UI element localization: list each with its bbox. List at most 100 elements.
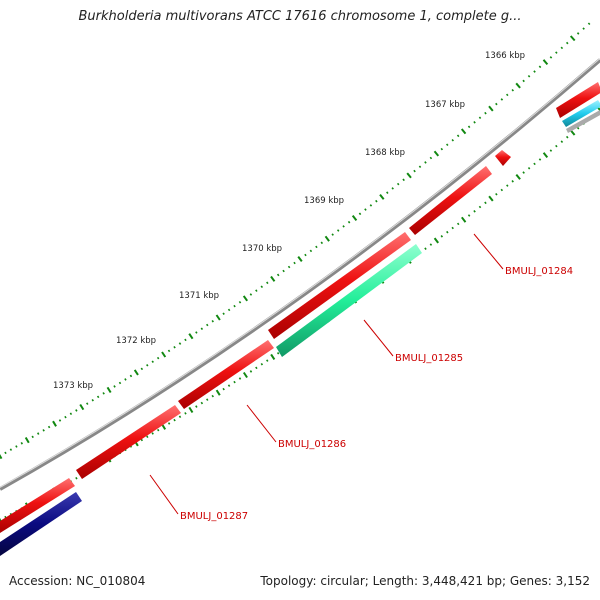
inner-scale-minor-tick (533, 162, 536, 166)
gene-label-bmulj-01284: BMULJ_01284 (505, 266, 573, 277)
outer-scale-major-tick (324, 235, 330, 242)
outer-scale-minor-tick (102, 392, 105, 395)
outer-scale-minor-tick (331, 233, 334, 236)
gene-label-bmulj-01287: BMULJ_01287 (180, 511, 248, 522)
inner-scale-minor-tick (173, 418, 176, 422)
tick-label-1371: 1371 kbp (179, 291, 219, 301)
outer-scale-minor-tick (429, 156, 433, 160)
outer-scale-minor-tick (527, 74, 531, 78)
inner-scale-minor-tick (511, 180, 514, 183)
inner-scale-minor-tick (206, 398, 209, 401)
outer-scale-minor-tick (413, 169, 416, 173)
gene-feature-cyan (562, 100, 600, 133)
outer-scale-minor-tick (484, 111, 487, 115)
outer-scale-minor-tick (4, 451, 7, 455)
scale-ring-outer (0, 22, 591, 460)
outer-scale-major-tick (515, 82, 521, 89)
outer-scale-minor-tick (69, 412, 73, 416)
outer-scale-minor-tick (195, 331, 198, 334)
outer-scale-minor-tick (304, 253, 307, 257)
leader-line-bmulj-01286 (246, 404, 277, 443)
outer-scale-minor-tick (511, 88, 515, 92)
outer-scale-minor-tick (64, 415, 67, 419)
outer-scale-minor-tick (555, 51, 558, 54)
outer-scale-minor-tick (140, 367, 144, 371)
chromosome-backbone-highlight (0, 58, 600, 488)
outer-scale-minor-tick (424, 161, 427, 164)
inner-scale-minor-tick (146, 435, 149, 439)
inner-scale-minor-tick (467, 214, 471, 217)
inner-scale-minor-tick (200, 401, 204, 405)
outer-scale-minor-tick (587, 22, 591, 26)
outer-scale-minor-tick (276, 273, 280, 277)
inner-scale-major-tick (270, 353, 276, 360)
outer-scale-major-tick (161, 351, 167, 358)
inner-scale-minor-tick (538, 158, 542, 161)
inner-scale-minor-tick (178, 415, 182, 419)
outer-scale-minor-tick (156, 356, 160, 360)
inner-scale-major-tick (542, 152, 549, 159)
outer-scale-minor-tick (238, 300, 242, 304)
inner-scale-minor-tick (500, 188, 504, 192)
outer-scale-minor-tick (222, 312, 225, 315)
inner-scale-minor-tick (157, 428, 160, 432)
outer-scale-minor-tick (113, 385, 116, 388)
leader-line-bmulj-01285 (363, 319, 394, 357)
inner-scale-major-tick (515, 173, 521, 180)
inner-scale-major-tick (570, 129, 576, 136)
inner-scale-minor-tick (276, 352, 280, 355)
inner-scale-minor-tick (167, 422, 171, 425)
tick-label-1367: 1367 kbp (425, 100, 465, 110)
outer-scale-minor-tick (386, 191, 389, 194)
outer-scale-major-tick (242, 295, 249, 302)
outer-scale-minor-tick (178, 342, 182, 345)
outer-scale-minor-tick (146, 364, 149, 367)
inner-scale-minor-tick (233, 380, 236, 384)
outer-scale-major-tick (379, 193, 385, 200)
gene-bmulj-01284 (409, 166, 492, 235)
tick-label-1370: 1370 kbp (242, 244, 282, 254)
map-title: Burkholderia multivorans ATCC 17616 chro… (78, 9, 522, 24)
outer-scale-minor-tick (20, 442, 23, 445)
outer-scale-minor-tick (206, 323, 209, 327)
outer-scale-minor-tick (538, 65, 542, 69)
outer-scale-major-tick (569, 35, 576, 42)
outer-scale-minor-tick (37, 432, 40, 435)
inner-scale-minor-tick (456, 222, 460, 226)
gene-bmulj-01285 (276, 244, 422, 357)
tick-label-1373: 1373 kbp (53, 381, 93, 391)
inner-scale-major-tick (188, 406, 194, 414)
inner-scale-minor-tick (565, 135, 569, 139)
outer-scale-major-tick (488, 105, 494, 112)
outer-scale-minor-tick (96, 395, 100, 399)
outer-scale-minor-tick (282, 269, 285, 273)
outer-scale-minor-tick (495, 102, 498, 106)
outer-scale-minor-tick (260, 285, 264, 289)
gene-label-bmulj-01285: BMULJ_01285 (395, 353, 463, 364)
outer-scale-minor-tick (75, 409, 78, 412)
inner-scale-minor-tick (227, 384, 231, 387)
inner-scale-minor-tick (446, 230, 449, 234)
outer-scale-minor-tick (266, 281, 269, 285)
outer-scale-major-tick (460, 128, 467, 135)
outer-scale-minor-tick (396, 182, 400, 186)
inner-scale-minor-tick (238, 377, 242, 380)
inner-scale-major-tick (461, 216, 467, 223)
inner-scale-minor-tick (484, 201, 487, 205)
outer-scale-major-tick (270, 275, 276, 282)
outer-scale-minor-tick (369, 204, 373, 207)
outer-scale-major-tick (133, 369, 139, 376)
inner-scale-minor-tick (151, 432, 154, 435)
accession-text: Accession: NC_010804 (9, 574, 146, 588)
outer-scale-minor-tick (167, 349, 171, 353)
outer-scale-minor-tick (576, 32, 580, 35)
outer-scale-minor-tick (124, 378, 127, 381)
inner-scale-minor-tick (576, 126, 580, 130)
gene-feature-top-right (556, 82, 600, 118)
inner-scale-minor-tick (211, 394, 214, 398)
outer-scale-minor-tick (91, 398, 94, 402)
outer-scale-minor-tick (320, 241, 324, 245)
outer-scale-minor-tick (445, 143, 449, 147)
outer-scale-minor-tick (440, 147, 444, 151)
